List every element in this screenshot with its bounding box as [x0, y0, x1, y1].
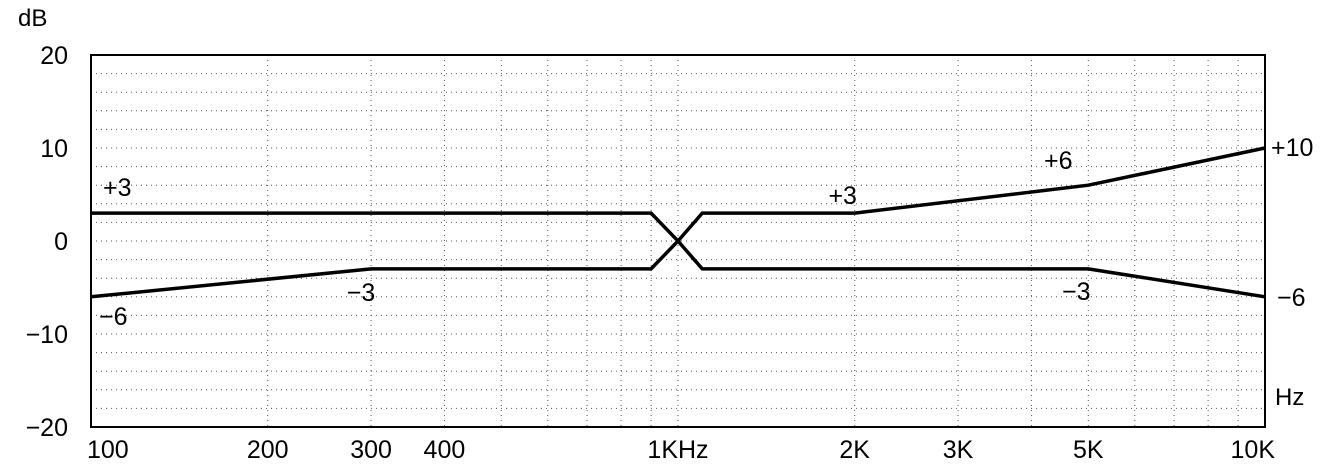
annotation-label: +6: [1044, 147, 1073, 175]
x-tick-label: 400: [424, 436, 466, 464]
x-tick-label: 3K: [943, 436, 974, 464]
x-tick-label: 10K: [1231, 436, 1276, 464]
annotations: +3 −6 −3 +3 +6 −3 +10 −6: [99, 134, 1313, 331]
x-tick-labels: 100 200 300 400 1KHz 2K 3K 5K 10K: [87, 436, 1275, 464]
x-tick-label: 5K: [1073, 436, 1104, 464]
annotation-label: −6: [1277, 284, 1306, 312]
x-axis-unit: Hz: [1275, 384, 1304, 411]
series-layer: [90, 146, 1266, 299]
x-tick-label: 200: [247, 436, 289, 464]
x-tick-label: 300: [350, 436, 392, 464]
annotation-label: +3: [103, 174, 132, 202]
y-tick-labels: 20 10 0 −10 −20: [26, 42, 68, 442]
y-axis-unit: dB: [18, 5, 47, 32]
x-tick-label: 100: [87, 436, 129, 464]
annotation-label: −6: [99, 303, 128, 331]
x-tick-label: 2K: [839, 436, 870, 464]
y-tick-label: 0: [54, 228, 68, 256]
annotation-label: −3: [347, 279, 376, 307]
annotation-label: +3: [828, 182, 857, 210]
annotation-label: −3: [1062, 278, 1091, 306]
y-tick-label: −20: [26, 414, 68, 442]
series-line-2: [90, 146, 1266, 299]
x-tick-label: 1KHz: [647, 436, 708, 464]
y-tick-label: 10: [40, 135, 68, 163]
y-tick-label: 20: [40, 42, 68, 70]
plot-frame: [90, 54, 1266, 428]
annotation-label: +10: [1271, 134, 1313, 162]
y-tick-label: −10: [26, 321, 68, 349]
series-line-1: [91, 211, 1266, 299]
